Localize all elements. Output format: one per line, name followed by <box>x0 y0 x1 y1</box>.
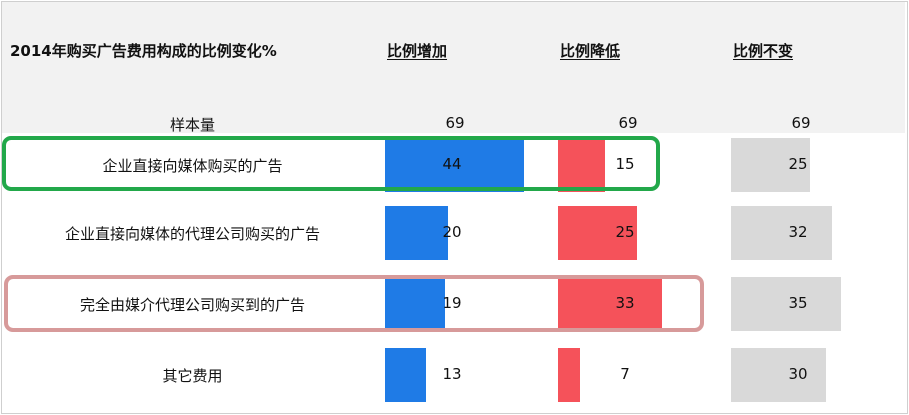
bar-value-label: 13 <box>442 365 462 383</box>
bar-value-label: 30 <box>788 365 808 383</box>
bar-value-label: 25 <box>615 223 635 241</box>
sample-size-decrease: 69 <box>618 114 638 132</box>
bar-unchanged <box>731 206 832 260</box>
bar-value-label: 25 <box>788 155 808 173</box>
bar-value-label: 19 <box>442 294 462 312</box>
column-header-unchanged: 比例不变 <box>733 42 794 60</box>
row-label: 企业直接向媒体的代理公司购买的广告 <box>64 225 320 243</box>
row-label: 完全由媒介代理公司购买到的广告 <box>79 296 305 314</box>
bar-decrease <box>558 277 662 331</box>
bar-unchanged <box>731 348 826 402</box>
row-label: 企业直接向媒体购买的广告 <box>102 157 283 175</box>
bar-value-label: 33 <box>615 294 635 312</box>
bar-decrease <box>558 138 605 192</box>
bar-increase <box>385 348 426 402</box>
bar-increase <box>385 206 448 260</box>
bar-value-label: 7 <box>620 365 630 383</box>
sample-size-label: 样本量 <box>170 116 216 134</box>
column-header-increase: 比例增加 <box>387 42 448 60</box>
bar-decrease <box>558 348 580 402</box>
bar-value-label: 32 <box>788 223 808 241</box>
bar-increase <box>385 277 445 331</box>
bar-decrease <box>558 206 637 260</box>
bar-value-label: 15 <box>615 155 635 173</box>
sample-size-unchanged: 69 <box>791 114 811 132</box>
highlight-box-green <box>2 136 660 191</box>
highlight-box-pink <box>4 275 704 332</box>
sample-size-increase: 69 <box>445 114 465 132</box>
column-header-decrease: 比例降低 <box>560 42 621 60</box>
bar-value-label: 20 <box>442 223 462 241</box>
row-label: 其它费用 <box>162 367 223 385</box>
bar-unchanged <box>731 277 841 331</box>
bar-increase <box>385 138 524 192</box>
bar-value-label: 44 <box>442 155 462 173</box>
chart-title: 2014年购买广告费用构成的比例变化% <box>10 42 277 60</box>
header-band <box>2 2 905 133</box>
bar-unchanged <box>731 138 810 192</box>
bar-value-label: 35 <box>788 294 808 312</box>
